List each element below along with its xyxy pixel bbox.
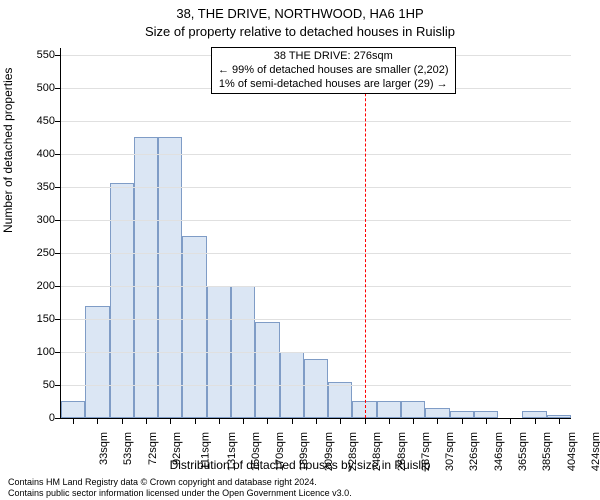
chart-container: 38, THE DRIVE, NORTHWOOD, HA6 1HP Size o…: [0, 0, 600, 500]
x-tick: [316, 418, 317, 424]
footer-line-2: Contains public sector information licen…: [8, 488, 352, 498]
annotation-line: ← 99% of detached houses are smaller (2,…: [218, 64, 449, 78]
bar: [85, 306, 109, 418]
y-tick-label: 150: [37, 313, 55, 325]
y-tick: [55, 220, 61, 221]
bar: [425, 408, 449, 418]
grid-line: [61, 385, 571, 386]
bars-layer: [61, 48, 571, 418]
x-tick: [219, 418, 220, 424]
x-tick: [559, 418, 560, 424]
x-tick: [73, 418, 74, 424]
bar: [377, 401, 401, 418]
reference-line: [365, 48, 366, 418]
y-tick: [55, 286, 61, 287]
y-tick-label: 400: [37, 148, 55, 160]
chart-subtitle: Size of property relative to detached ho…: [0, 24, 600, 39]
grid-line: [61, 253, 571, 254]
y-tick: [55, 88, 61, 89]
x-tick: [389, 418, 390, 424]
x-tick: [510, 418, 511, 424]
grid-line: [61, 352, 571, 353]
plot-area: 05010015020025030035040045050055033sqm53…: [60, 48, 571, 419]
x-tick: [146, 418, 147, 424]
y-tick: [55, 121, 61, 122]
annotation-line: 38 THE DRIVE: 276sqm: [218, 50, 449, 64]
y-tick-label: 500: [37, 82, 55, 94]
y-axis-label: Number of detached properties: [1, 68, 15, 233]
chart-title: 38, THE DRIVE, NORTHWOOD, HA6 1HP: [0, 6, 600, 21]
footer-attribution: Contains HM Land Registry data © Crown c…: [8, 477, 352, 498]
bar: [134, 137, 158, 418]
annotation-box: 38 THE DRIVE: 276sqm← 99% of detached ho…: [211, 47, 456, 94]
x-axis-label: Distribution of detached houses by size …: [0, 458, 600, 472]
grid-line: [61, 187, 571, 188]
x-tick: [462, 418, 463, 424]
grid-line: [61, 220, 571, 221]
bar: [110, 183, 134, 418]
footer-line-1: Contains HM Land Registry data © Crown c…: [8, 477, 352, 487]
bar: [401, 401, 425, 418]
x-tick: [486, 418, 487, 424]
y-tick: [55, 385, 61, 386]
y-tick: [55, 253, 61, 254]
bar: [182, 236, 206, 418]
y-tick: [55, 154, 61, 155]
x-tick: [413, 418, 414, 424]
x-tick: [97, 418, 98, 424]
y-tick: [55, 55, 61, 56]
bar: [158, 137, 182, 418]
x-tick: [170, 418, 171, 424]
y-tick-label: 350: [37, 181, 55, 193]
y-tick: [55, 352, 61, 353]
y-tick-label: 450: [37, 115, 55, 127]
grid-line: [61, 286, 571, 287]
x-tick: [243, 418, 244, 424]
y-tick-label: 300: [37, 214, 55, 226]
x-tick: [340, 418, 341, 424]
y-tick-label: 0: [49, 412, 55, 424]
y-tick-label: 100: [37, 346, 55, 358]
y-tick-label: 200: [37, 280, 55, 292]
bar: [304, 359, 328, 418]
x-tick: [267, 418, 268, 424]
x-tick: [292, 418, 293, 424]
annotation-line: 1% of semi-detached houses are larger (2…: [218, 78, 449, 92]
bar: [450, 411, 474, 418]
y-tick-label: 50: [43, 379, 55, 391]
bar: [61, 401, 85, 418]
grid-line: [61, 319, 571, 320]
x-tick: [365, 418, 366, 424]
y-tick: [55, 418, 61, 419]
bar: [328, 382, 352, 418]
x-tick: [437, 418, 438, 424]
bar: [474, 411, 498, 418]
grid-line: [61, 121, 571, 122]
y-tick: [55, 319, 61, 320]
x-tick: [535, 418, 536, 424]
x-tick: [195, 418, 196, 424]
y-tick: [55, 187, 61, 188]
y-tick-label: 250: [37, 247, 55, 259]
x-tick: [122, 418, 123, 424]
y-tick-label: 550: [37, 49, 55, 61]
bar: [255, 322, 279, 418]
bar: [522, 411, 546, 418]
grid-line: [61, 154, 571, 155]
